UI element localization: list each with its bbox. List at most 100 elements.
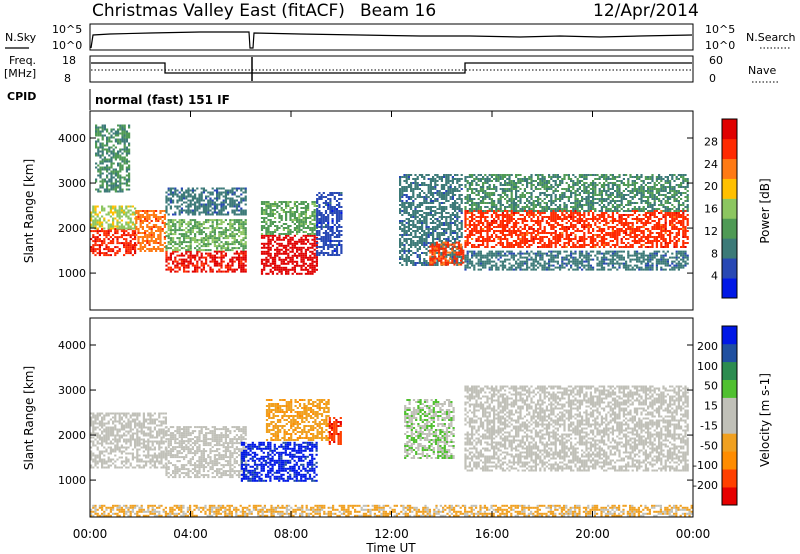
heatmap-cell bbox=[183, 237, 186, 240]
heatmap-cell bbox=[311, 203, 314, 205]
heatmap-cell bbox=[263, 236, 266, 239]
heatmap-cell bbox=[561, 214, 564, 216]
heatmap-cell bbox=[405, 250, 408, 252]
heatmap-cell bbox=[423, 196, 426, 198]
heatmap-cell bbox=[120, 236, 123, 239]
heatmap-cell bbox=[271, 238, 274, 241]
heatmap-cell bbox=[110, 156, 113, 159]
heatmap-cell bbox=[405, 206, 408, 208]
heatmap-cell bbox=[218, 231, 221, 234]
heatmap-cell bbox=[103, 166, 106, 169]
heatmap-cell bbox=[451, 178, 454, 180]
heatmap-cell bbox=[120, 219, 123, 222]
heatmap-cell bbox=[189, 247, 192, 250]
heatmap-cell bbox=[313, 211, 316, 213]
heatmap-cell bbox=[269, 231, 272, 233]
heatmap-cell bbox=[322, 244, 325, 246]
heatmap-cell bbox=[682, 232, 685, 234]
heatmap-cell bbox=[438, 253, 441, 256]
heatmap-cell bbox=[240, 223, 243, 226]
heatmap-cell bbox=[642, 214, 645, 216]
heatmap-cell bbox=[287, 238, 290, 241]
heatmap-cell bbox=[141, 226, 144, 228]
heatmap-cell bbox=[265, 258, 268, 261]
heatmap-cell bbox=[545, 232, 548, 234]
heatmap-cell bbox=[116, 215, 119, 218]
heatmap-cell bbox=[289, 258, 292, 261]
heatmap-cell bbox=[169, 241, 172, 244]
heatmap-cell bbox=[238, 225, 241, 228]
heatmap-cell bbox=[183, 219, 186, 222]
heatmap-cell bbox=[174, 243, 177, 246]
heatmap-cell bbox=[198, 229, 201, 232]
heatmap-cell bbox=[125, 221, 128, 224]
heatmap-cell bbox=[309, 246, 312, 249]
heatmap-cell bbox=[269, 207, 272, 209]
heatmap-cell bbox=[280, 244, 283, 247]
heatmap-cell bbox=[227, 241, 230, 244]
heatmap-cell bbox=[169, 187, 172, 190]
heatmap-cell bbox=[454, 188, 457, 190]
heatmap-cell bbox=[616, 238, 619, 240]
heatmap-cell bbox=[218, 223, 221, 226]
heatmap-cell bbox=[278, 250, 281, 253]
heatmap-cell bbox=[405, 186, 408, 188]
heatmap-cell bbox=[484, 194, 487, 196]
nsearch-tick-bottom: 10^0 bbox=[705, 39, 735, 52]
heatmap-cell bbox=[282, 244, 285, 247]
heatmap-cell bbox=[479, 200, 482, 202]
heatmap-cell bbox=[543, 242, 546, 244]
heatmap-cell bbox=[460, 194, 463, 196]
heatmap-cell bbox=[587, 212, 590, 214]
heatmap-cell bbox=[107, 219, 110, 222]
heatmap-cell bbox=[338, 218, 341, 220]
heatmap-cell bbox=[242, 211, 245, 214]
heatmap-cell bbox=[466, 190, 469, 192]
heatmap-cell bbox=[457, 253, 460, 256]
heatmap-cell bbox=[647, 246, 650, 248]
heatmap-cell bbox=[464, 230, 467, 232]
heatmap-cell bbox=[600, 232, 603, 234]
heatmap-cell bbox=[320, 252, 323, 254]
heatmap-cell bbox=[318, 226, 321, 228]
heatmap-cell bbox=[486, 206, 489, 208]
heatmap-cell bbox=[620, 246, 623, 248]
heatmap-cell bbox=[318, 204, 321, 206]
heatmap-cell bbox=[598, 236, 601, 238]
heatmap-cell bbox=[265, 256, 268, 259]
heatmap-cell bbox=[486, 182, 489, 184]
heatmap-cell bbox=[477, 202, 480, 204]
heatmap-cell bbox=[144, 234, 147, 236]
heatmap-cell bbox=[103, 160, 106, 163]
heatmap-cell bbox=[150, 228, 153, 230]
heatmap-cell bbox=[499, 222, 502, 224]
heatmap-cell bbox=[574, 210, 577, 212]
heatmap-cell bbox=[148, 226, 151, 228]
heatmap-cell bbox=[486, 244, 489, 246]
heatmap-cell bbox=[191, 262, 194, 265]
heatmap-cell bbox=[269, 219, 272, 221]
heatmap-cell bbox=[658, 236, 661, 238]
heatmap-cell bbox=[435, 247, 438, 250]
heatmap-cell bbox=[559, 218, 562, 220]
heatmap-cell bbox=[211, 239, 214, 242]
heatmap-cell bbox=[327, 194, 330, 196]
heatmap-cell bbox=[432, 240, 435, 242]
heatmap-cell bbox=[490, 200, 493, 202]
heatmap-cell bbox=[636, 228, 639, 230]
heatmap-cell bbox=[581, 238, 584, 240]
heatmap-cell bbox=[117, 128, 120, 131]
heatmap-cell bbox=[664, 230, 667, 232]
heatmap-cell bbox=[443, 232, 446, 234]
heatmap-cell bbox=[213, 229, 216, 232]
nsky-trace bbox=[90, 31, 693, 49]
heatmap-cell bbox=[449, 251, 452, 254]
heatmap-cell bbox=[187, 235, 190, 238]
heatmap-cell bbox=[460, 258, 463, 260]
heatmap-cell bbox=[436, 226, 439, 228]
heatmap-cell bbox=[477, 198, 480, 200]
heatmap-cell bbox=[103, 254, 106, 257]
heatmap-cell bbox=[399, 222, 402, 224]
heatmap-cell bbox=[274, 225, 277, 227]
heatmap-cell bbox=[125, 246, 128, 249]
